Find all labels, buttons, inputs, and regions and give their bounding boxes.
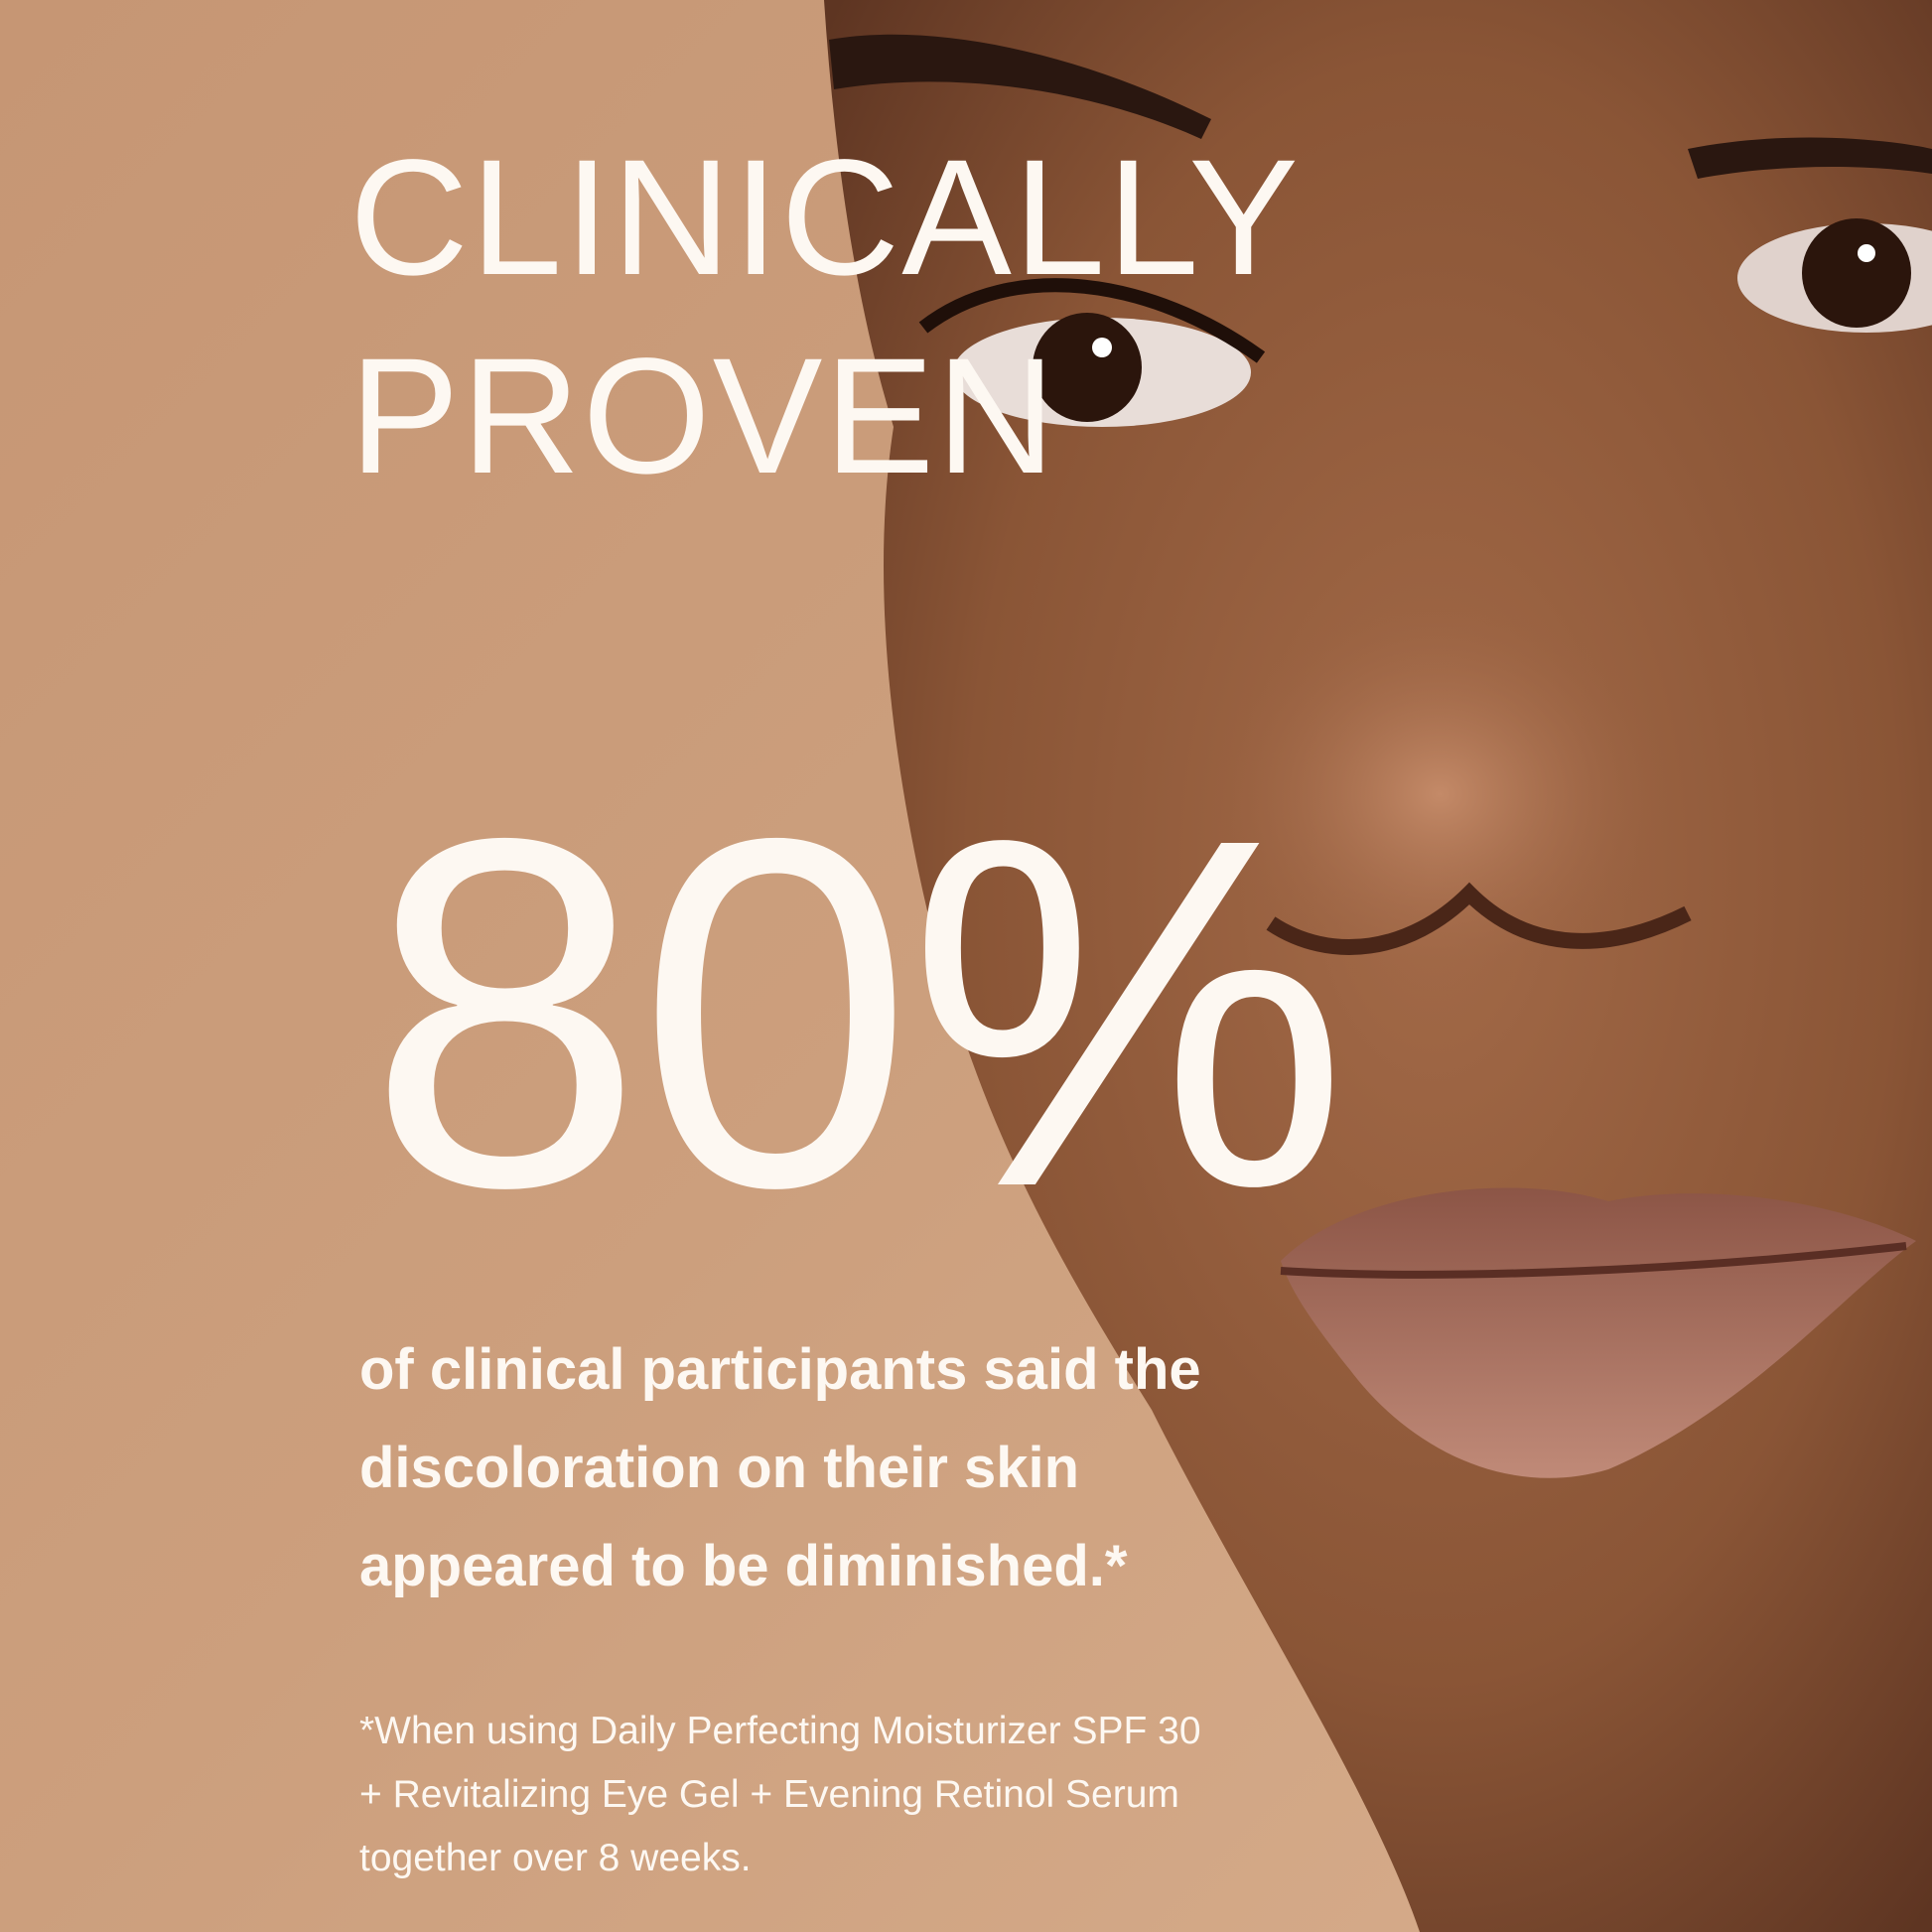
headline-line-2: PROVEN	[349, 325, 1058, 508]
headline: CLINICALLY PROVEN	[349, 119, 1301, 516]
footnote-line-1: *When using Daily Perfecting Moisturizer…	[359, 1710, 1201, 1752]
eyebrow-right	[1688, 137, 1932, 179]
eyebrow	[829, 34, 1211, 139]
description-line-2: discoloration on their skin	[359, 1436, 1080, 1500]
nose	[1211, 596, 1668, 993]
stat-description: of clinical participants said the discol…	[359, 1320, 1332, 1615]
stat-percentage: 80%	[367, 735, 1349, 1290]
left-iris	[1033, 313, 1142, 422]
footnote-line-3: together over 8 weeks.	[359, 1837, 752, 1879]
headline-line-1: CLINICALLY	[349, 126, 1301, 310]
description-line-1: of clinical participants said the	[359, 1337, 1201, 1402]
description-line-3: appeared to be diminished.*	[359, 1534, 1128, 1598]
footnote-line-2: + Revitalizing Eye Gel + Evening Retinol…	[359, 1773, 1179, 1816]
footnote: *When using Daily Perfecting Moisturizer…	[359, 1700, 1352, 1890]
